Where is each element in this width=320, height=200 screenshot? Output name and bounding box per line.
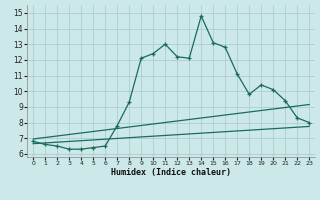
X-axis label: Humidex (Indice chaleur): Humidex (Indice chaleur) bbox=[111, 168, 231, 177]
